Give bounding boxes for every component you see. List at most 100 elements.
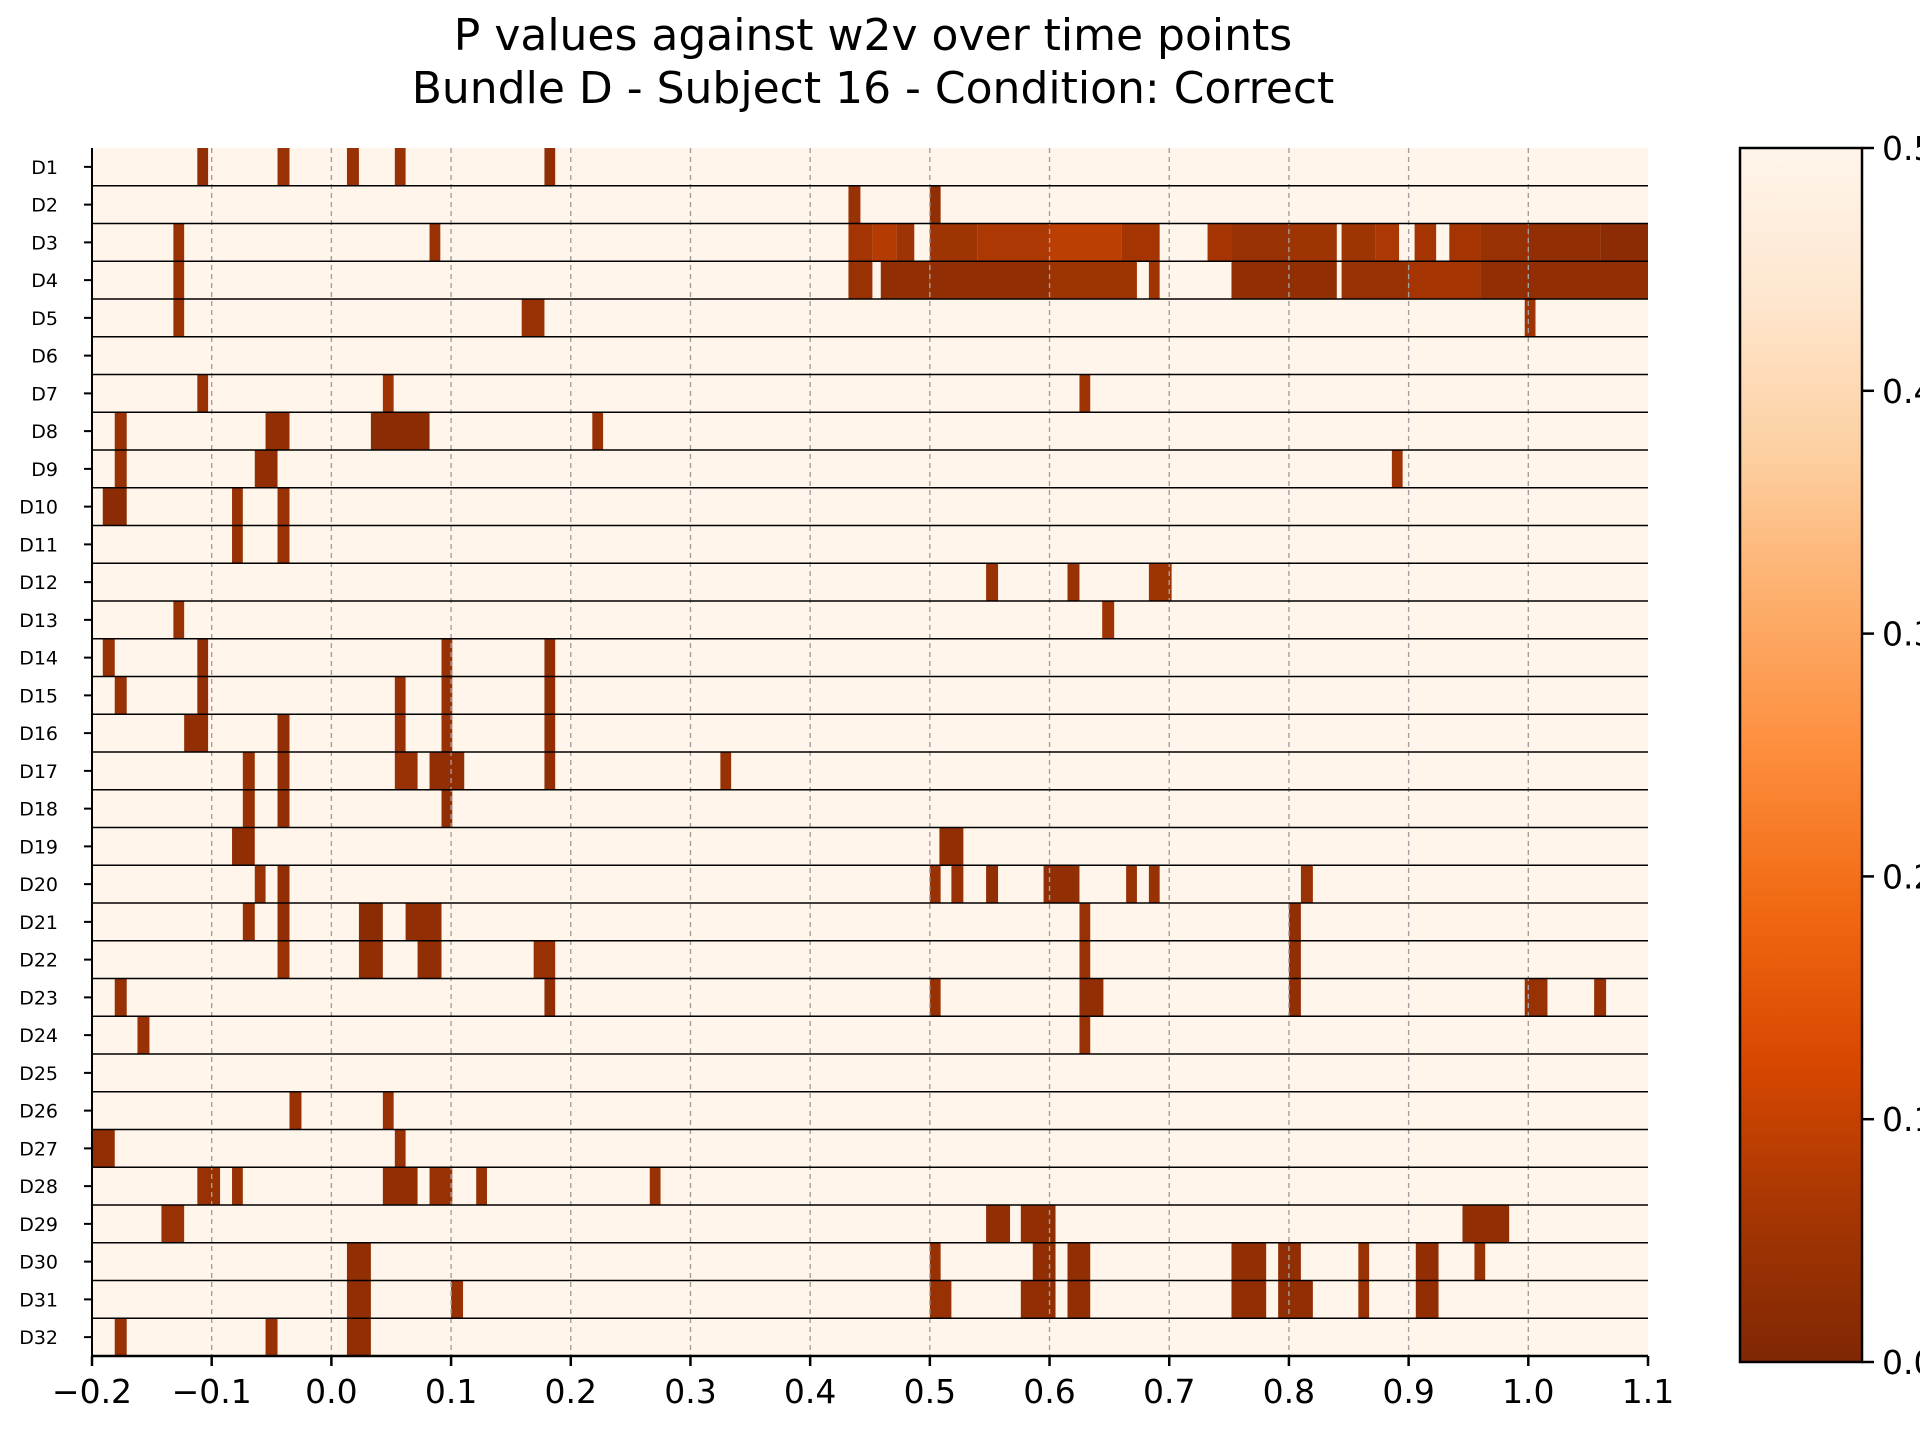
cell-d28-0 <box>197 1167 221 1205</box>
cell-d16-1 <box>277 714 290 752</box>
row-label: D12 <box>19 572 58 594</box>
cell-d2-0 <box>848 185 861 224</box>
cell-d28-4 <box>476 1167 487 1205</box>
cell-d14-0 <box>102 638 115 677</box>
row-label: D18 <box>19 799 58 821</box>
cell-d16-2 <box>394 714 406 752</box>
cell-d12-0 <box>986 563 999 601</box>
cell-d3-1 <box>429 223 441 262</box>
cell-d30-2 <box>1032 1242 1056 1281</box>
cell-d3-15 <box>1449 223 1481 262</box>
row-label: D25 <box>19 1063 58 1085</box>
cell-d23-2 <box>929 978 941 1017</box>
colorbar-frame <box>1738 146 1864 1364</box>
cell-d31-1 <box>451 1280 464 1319</box>
row-background-d21 <box>92 903 1648 941</box>
row-background-d1 <box>92 148 1648 186</box>
cell-d20-2 <box>929 865 941 903</box>
colorbar-tick-label: 0.0 <box>1882 1343 1920 1382</box>
cell-d30-4 <box>1231 1242 1267 1281</box>
row-background-d24 <box>92 1016 1648 1054</box>
cell-d26-1 <box>382 1091 394 1130</box>
row-background-d20 <box>92 865 1648 903</box>
cell-d4-6 <box>1231 261 1337 299</box>
cell-d28-3 <box>429 1167 453 1205</box>
cell-d23-1 <box>544 978 556 1017</box>
cell-d23-4 <box>1288 978 1301 1017</box>
row-label: D29 <box>19 1214 58 1236</box>
cell-d20-0 <box>254 865 266 903</box>
row-background-d19 <box>92 827 1648 866</box>
cell-d3-14 <box>1414 223 1437 262</box>
row-label: D8 <box>31 421 58 443</box>
row-background-d12 <box>92 563 1648 601</box>
cell-d15-2 <box>394 676 406 715</box>
row-background-d26 <box>92 1091 1648 1130</box>
cell-d15-4 <box>544 676 556 715</box>
row-label: D31 <box>19 1289 58 1311</box>
colorbar-tick-label: 0.1 <box>1882 1100 1920 1139</box>
plot-area: D1 D2 D3 D4 D5 D6 D7 D8 D9 D10 D11 D12 D13 D14 D15 D16 D… <box>19 148 1674 1411</box>
cell-d22-4 <box>1079 940 1091 979</box>
cell-d3-6 <box>977 223 1050 262</box>
row-background-d23 <box>92 978 1648 1017</box>
cell-d19-1 <box>939 827 964 866</box>
row-background-d5 <box>92 299 1648 337</box>
cell-d3-12 <box>1341 223 1376 262</box>
row-background-d15 <box>92 676 1648 715</box>
cell-d30-3 <box>1067 1242 1091 1281</box>
cell-d10-0 <box>102 487 127 526</box>
row-label: D17 <box>19 761 58 783</box>
cell-d20-8 <box>1300 865 1313 903</box>
cell-d4-0 <box>173 261 185 299</box>
cell-d13-0 <box>173 601 185 639</box>
cell-d28-5 <box>649 1167 661 1205</box>
cell-d20-1 <box>277 865 290 903</box>
cell-d15-1 <box>197 676 209 715</box>
cell-d4-7 <box>1341 261 1409 299</box>
cell-d22-2 <box>417 940 442 979</box>
row-background-d6 <box>92 336 1648 375</box>
row-background-d13 <box>92 601 1648 639</box>
cell-d7-0 <box>197 374 209 413</box>
cell-d3-13 <box>1375 223 1400 262</box>
x-tick-label: −0.2 <box>52 1372 132 1411</box>
cell-d21-3 <box>405 903 442 941</box>
cell-d29-1 <box>986 1205 1011 1243</box>
row-label: D9 <box>31 459 58 481</box>
cell-d3-10 <box>1231 223 1289 262</box>
row-background-d2 <box>92 185 1648 224</box>
row-background-d14 <box>92 638 1648 677</box>
cell-d31-5 <box>1231 1280 1267 1319</box>
chart-subtitle: Bundle D - Subject 16 - Condition: Corre… <box>412 63 1335 114</box>
cell-d2-1 <box>929 185 941 224</box>
cell-d3-3 <box>872 223 897 262</box>
cell-d21-4 <box>1079 903 1091 941</box>
cell-d32-2 <box>346 1318 371 1356</box>
cell-d4-5 <box>1148 261 1160 299</box>
cell-d21-0 <box>242 903 255 941</box>
cell-d9-0 <box>114 450 127 488</box>
cell-d17-2 <box>394 752 418 790</box>
chart-title: P values against w2v over time points <box>454 10 1292 61</box>
cell-d21-1 <box>277 903 290 941</box>
cell-d8-2 <box>370 412 430 450</box>
cell-d16-4 <box>544 714 556 752</box>
cell-d23-5 <box>1524 978 1548 1017</box>
cell-d19-0 <box>232 827 255 866</box>
cell-d7-2 <box>1079 374 1091 413</box>
cell-d16-0 <box>184 714 209 752</box>
row-label: D28 <box>19 1176 58 1198</box>
cell-d20-7 <box>1148 865 1160 903</box>
row-label: D27 <box>19 1138 58 1160</box>
cell-d1-0 <box>197 148 209 186</box>
cell-d18-0 <box>242 789 255 828</box>
cell-d24-0 <box>137 1016 150 1054</box>
cell-d31-7 <box>1358 1280 1370 1319</box>
cell-d4-2 <box>880 261 930 299</box>
cell-d18-1 <box>277 789 290 828</box>
colorbar-gradient <box>1740 148 1862 1362</box>
cell-d26-0 <box>289 1091 302 1130</box>
cell-d32-1 <box>265 1318 278 1356</box>
cell-d29-3 <box>1462 1205 1510 1243</box>
